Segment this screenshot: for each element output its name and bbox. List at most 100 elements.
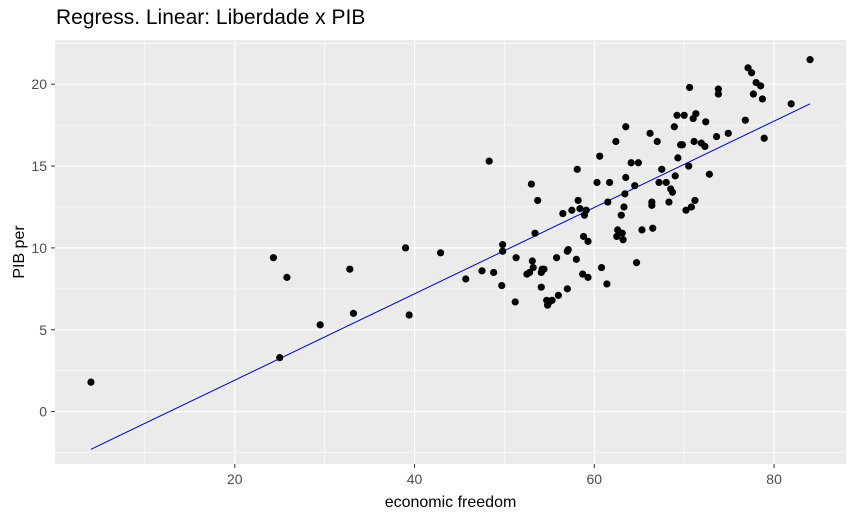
data-point (499, 247, 507, 255)
data-point (692, 110, 700, 118)
data-point (534, 196, 542, 205)
data-point (576, 205, 584, 213)
data-point (617, 211, 625, 219)
data-point (690, 137, 698, 146)
data-point (634, 159, 642, 167)
regression-line (90, 103, 811, 450)
data-point (512, 254, 520, 262)
data-point (648, 198, 656, 206)
data-point (605, 178, 614, 187)
x-tick-label: 20 (227, 471, 243, 487)
data-point (646, 129, 654, 137)
data-point (478, 267, 486, 275)
data-point (540, 265, 548, 273)
data-point (671, 172, 679, 180)
data-point (554, 291, 562, 299)
data-point (349, 309, 358, 317)
data-point (573, 165, 581, 173)
data-point (498, 281, 506, 290)
y-tick-label: 10 (31, 240, 47, 256)
grid-minor (55, 40, 846, 464)
data-point (537, 283, 545, 291)
data-point (283, 273, 291, 281)
data-point (638, 226, 646, 234)
data-point (593, 178, 601, 187)
grid-major (55, 40, 846, 464)
data-point (627, 159, 635, 167)
data-point (87, 378, 95, 386)
data-point (618, 229, 626, 237)
data-point (612, 137, 620, 146)
data-point (528, 257, 536, 265)
data-point (760, 134, 768, 142)
y-axis-title: PIB per (11, 225, 28, 279)
data-point (568, 206, 576, 214)
data-point (806, 56, 814, 64)
data-point (619, 236, 627, 244)
y-tick-label: 20 (31, 76, 47, 92)
data-point (653, 137, 661, 146)
data-point (572, 255, 580, 263)
data-point (584, 273, 592, 281)
data-point (687, 203, 695, 211)
data-point (665, 198, 673, 206)
data-point (705, 170, 713, 178)
data-point (748, 69, 756, 77)
data-point (405, 311, 413, 319)
plot-panel (55, 40, 846, 464)
data-point (787, 100, 795, 108)
chart-title: Regress. Linear: Liberdade x PIB (56, 6, 366, 29)
data-point (680, 111, 688, 119)
data-point (276, 353, 284, 362)
data-point (401, 244, 410, 252)
data-point (678, 141, 687, 149)
data-point (673, 111, 681, 119)
data-point (714, 85, 722, 93)
data-point (622, 123, 630, 131)
data-point (462, 275, 470, 283)
data-point (712, 132, 721, 141)
data-point (548, 296, 556, 304)
data-point (685, 83, 694, 92)
data-point (552, 254, 561, 262)
data-point (749, 90, 758, 98)
data-point (574, 196, 582, 205)
data-point (531, 229, 539, 237)
data-point (559, 209, 567, 218)
data-point (437, 249, 445, 257)
data-point (613, 232, 621, 241)
y-tick-label: 5 (39, 322, 47, 338)
data-point (621, 190, 629, 198)
x-tick-label: 80 (766, 471, 782, 487)
data-point (741, 116, 749, 124)
x-tick-label: 60 (587, 471, 603, 487)
data-point (346, 265, 354, 273)
y-tick-label: 15 (31, 158, 47, 174)
data-points (87, 56, 814, 386)
data-point (631, 182, 639, 190)
data-point (316, 321, 324, 329)
data-point (563, 285, 571, 293)
data-point (758, 95, 767, 103)
data-point (655, 178, 663, 187)
x-tick-label: 40 (407, 471, 423, 487)
x-axis-ticks: 20 40 60 80 (227, 464, 782, 487)
data-point (511, 298, 519, 306)
data-point (490, 268, 498, 277)
data-point (685, 162, 693, 170)
data-point (668, 188, 677, 196)
y-axis-ticks: 0 5 10 15 20 (31, 76, 55, 420)
data-point (603, 280, 611, 288)
data-point (674, 154, 682, 162)
data-point (529, 263, 537, 272)
data-point (582, 206, 590, 214)
data-point (662, 178, 670, 187)
data-point (670, 123, 678, 131)
data-point (622, 173, 630, 182)
data-point (682, 206, 690, 214)
data-point (579, 232, 588, 241)
data-point (658, 165, 666, 173)
data-point (724, 129, 732, 137)
x-axis-title: economic freedom (385, 494, 517, 511)
data-point (691, 196, 699, 205)
